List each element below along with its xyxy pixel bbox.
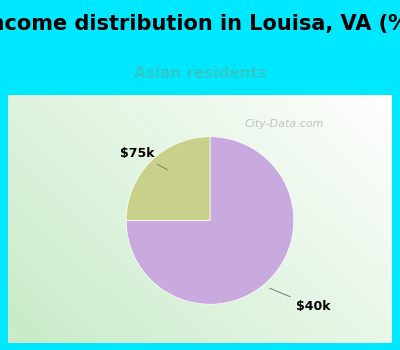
Text: $75k: $75k: [120, 147, 168, 170]
Text: $40k: $40k: [270, 288, 330, 313]
Wedge shape: [126, 137, 210, 220]
Text: Asian residents: Asian residents: [134, 66, 266, 81]
Wedge shape: [126, 137, 294, 304]
Text: City-Data.com: City-Data.com: [245, 119, 324, 129]
Text: Income distribution in Louisa, VA (%): Income distribution in Louisa, VA (%): [0, 14, 400, 34]
